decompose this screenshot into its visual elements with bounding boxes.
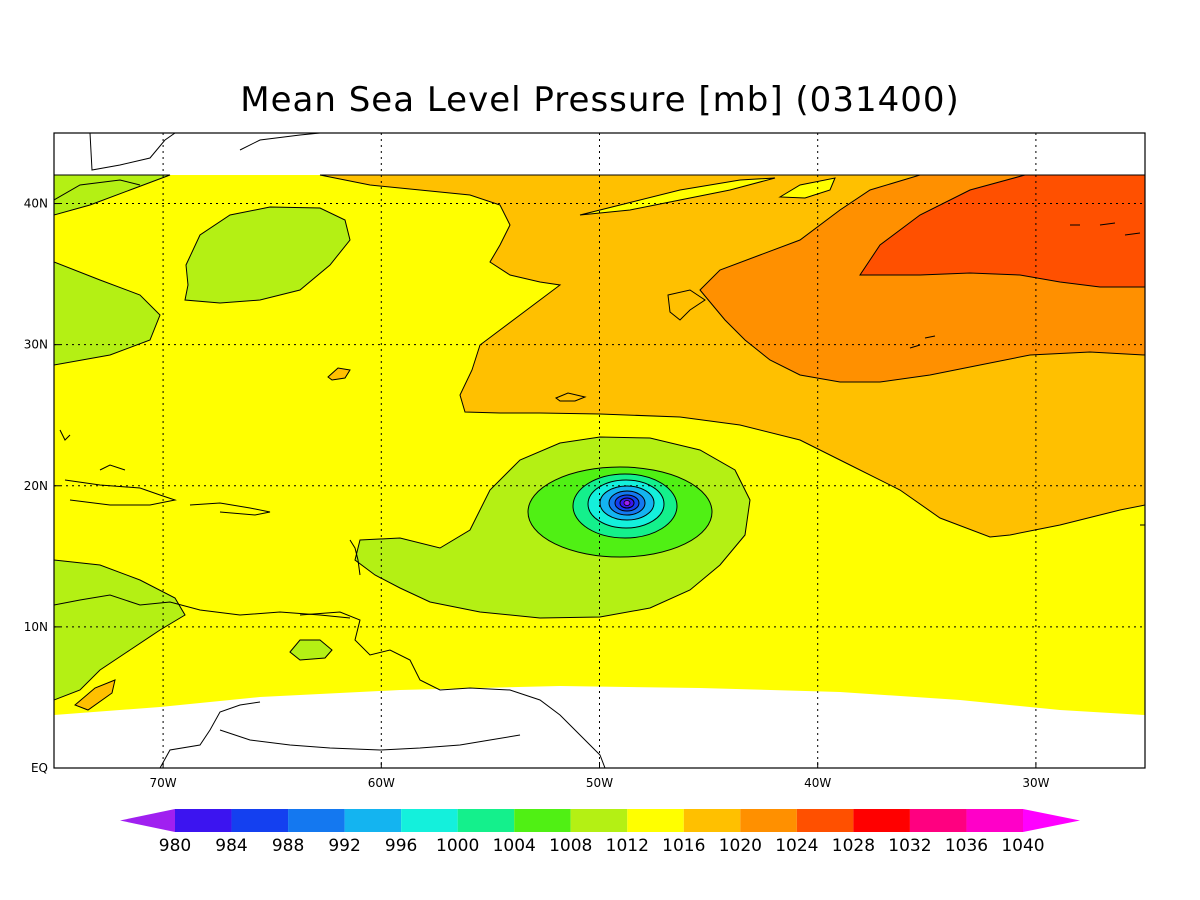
field-1008-1012-northwest xyxy=(184,206,351,304)
colorbar-label: 1032 xyxy=(888,836,931,856)
patch-1012-1016-north-b xyxy=(778,177,836,199)
colorbar-arrow-high xyxy=(1023,809,1080,832)
field-1008-1012-southamerica xyxy=(54,559,186,701)
patch-1016-1020-southamerica xyxy=(74,679,116,711)
colorbar-label: 1016 xyxy=(662,836,705,856)
colorbar-swatch xyxy=(344,809,402,832)
x-tick-label: 60W xyxy=(368,776,395,790)
colorbar-swatch xyxy=(175,809,232,832)
colorbar-label: 992 xyxy=(328,836,360,856)
x-tick-label: 70W xyxy=(150,776,177,790)
y-tick-label: 40N xyxy=(24,197,48,211)
colorbar-swatch xyxy=(683,809,741,832)
field-1008-1012-small xyxy=(289,639,333,661)
colorbar-swatch xyxy=(966,809,1023,832)
x-axis: 70W 60W 50W 40W 30W xyxy=(150,762,1050,790)
y-tick-label: 20N xyxy=(24,479,48,493)
coastlines xyxy=(54,133,1145,768)
colorbar-swatch xyxy=(231,809,289,832)
patch-1012-1016-north-a xyxy=(579,177,776,216)
colorbar-swatch xyxy=(627,809,684,832)
colorbar-label: 1012 xyxy=(606,836,649,856)
y-tick-label: EQ xyxy=(31,761,48,775)
patch-orange-notch xyxy=(667,289,706,321)
colorbar-label: 1008 xyxy=(549,836,592,856)
field-1008-1012-west xyxy=(54,261,161,366)
x-tick-label: 40W xyxy=(804,776,831,790)
low-pressure-center xyxy=(623,500,631,506)
colorbar-label: 1040 xyxy=(1001,836,1044,856)
colorbar-label: 1020 xyxy=(719,836,762,856)
colorbar-swatch xyxy=(796,809,854,832)
colorbar-swatch xyxy=(909,809,967,832)
colorbar: 980 984 988 992 996 1000 1004 1008 1012 1016 1020 1… xyxy=(120,809,1080,856)
y-tick-label: 30N xyxy=(24,338,48,352)
patch-1016-1020-b xyxy=(555,392,587,402)
colorbar-swatch xyxy=(570,809,628,832)
lat-lon-grid xyxy=(54,133,1145,768)
colorbar-label: 980 xyxy=(159,836,191,856)
map-title: Mean Sea Level Pressure [mb] (031400) xyxy=(240,80,960,120)
colorbar-label: 1000 xyxy=(436,836,479,856)
patch-1016-1020-a xyxy=(327,367,351,381)
x-tick-label: 30W xyxy=(1022,776,1049,790)
colorbar-label: 1024 xyxy=(775,836,818,856)
colorbar-label: 996 xyxy=(385,836,417,856)
colorbar-arrow-low xyxy=(120,809,175,832)
colorbar-swatch xyxy=(740,809,797,832)
colorbar-swatch xyxy=(853,809,910,832)
colorbar-label: 1028 xyxy=(832,836,875,856)
colorbar-label: 1036 xyxy=(945,836,988,856)
field-1024-1028 xyxy=(859,174,1145,288)
colorbar-label: 1004 xyxy=(493,836,536,856)
colorbar-label: 984 xyxy=(215,836,247,856)
colorbar-swatch xyxy=(288,809,345,832)
colorbar-swatch xyxy=(457,809,515,832)
y-tick-label: 10N xyxy=(24,620,48,634)
colorbar-swatch xyxy=(514,809,571,832)
colorbar-label: 988 xyxy=(272,836,304,856)
colorbar-swatch xyxy=(401,809,458,832)
x-tick-label: 50W xyxy=(586,776,613,790)
y-axis: EQ 10N 20N 30N 40N xyxy=(24,197,60,775)
